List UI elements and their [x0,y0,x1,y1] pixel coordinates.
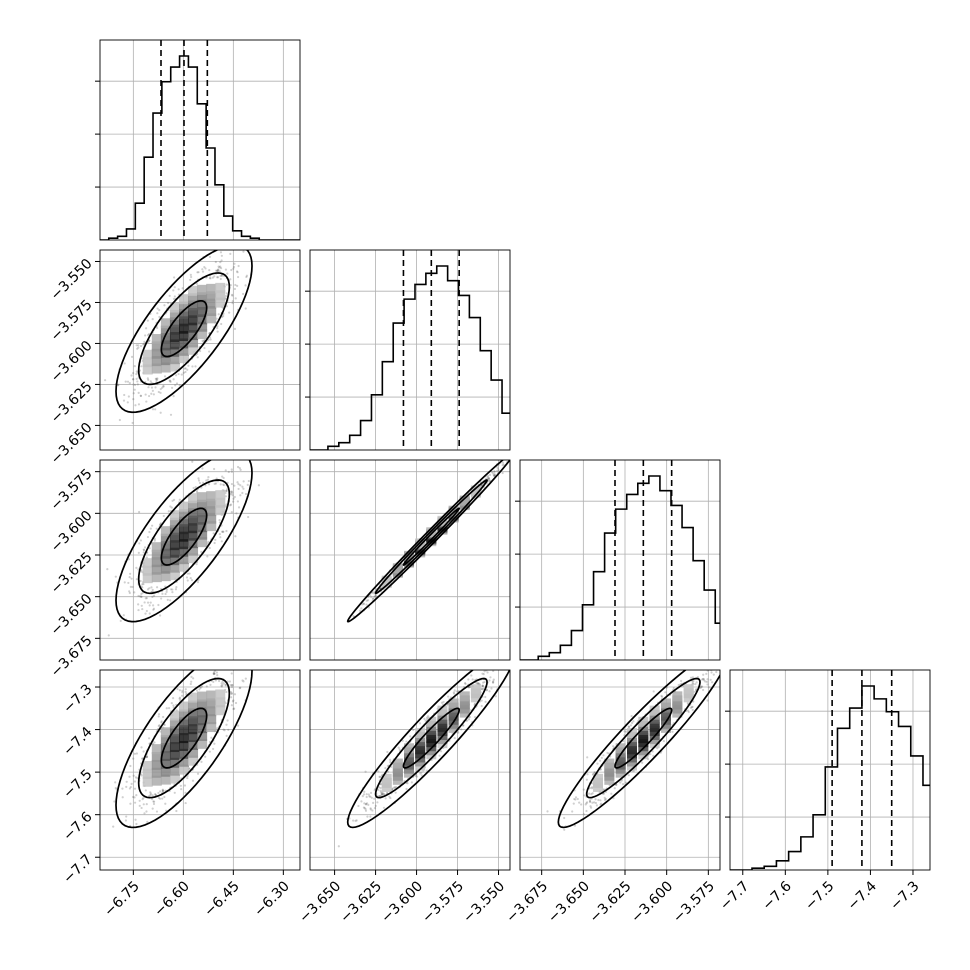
x-tick-label-2-0: −3.675 [503,878,551,926]
y-tick-label-1-0: −3.650 [48,420,96,468]
y-tick-label-2-1: −3.650 [48,591,96,639]
x-tick-label-3-0: −7.7 [717,878,752,913]
panel-1-3 [309,669,511,871]
density-blocks [142,490,226,584]
panel-frame [309,459,511,661]
diag-panel-1 [305,249,511,451]
diag-panel-0 [95,39,301,241]
y-tick-label-2-4: −3.575 [48,466,96,514]
contour-86% [137,272,231,386]
panel-2-3 [519,669,721,871]
contour-39% [115,460,253,623]
y-tick-label-2-3: −3.600 [48,508,96,556]
panel-frame [99,669,301,871]
density-blocks [593,684,694,792]
y-tick-label-2-0: −3.675 [48,633,96,681]
y-tick-label-1-3: −3.575 [48,297,96,345]
panel-frame [99,249,301,451]
panel-0-2 [99,459,301,661]
x-tick-label-3-1: −7.6 [760,878,795,913]
panel-0-1 [99,249,301,451]
x-tick-label-1-1: −3.625 [337,878,385,926]
x-tick-label-3-2: −7.5 [802,878,837,913]
contour-39% [115,670,253,829]
x-tick-label-0-3: −6.30 [251,878,293,920]
y-tick-label-3-4: −7.3 [60,681,95,716]
panel-0-3 [99,669,301,871]
panel-frame [99,39,301,241]
x-tick-label-2-4: −3.575 [670,878,718,926]
contour-99% [402,707,461,769]
contour-86% [374,479,488,595]
panel-frame [729,669,931,871]
y-tick-label-2-2: −3.625 [48,549,96,597]
x-tick-label-1-3: −3.575 [419,878,467,926]
contour-99% [402,507,461,566]
y-tick-label-3-1: −7.6 [60,809,95,844]
density-blocks [142,689,226,787]
contour-99% [614,707,673,769]
x-tick-label-1-2: −3.600 [378,878,426,926]
y-tick-label-1-1: −3.625 [48,379,96,427]
x-tick-label-0-2: −6.45 [201,878,243,920]
x-tick-label-2-3: −3.600 [628,878,676,926]
y-tick-label-3-3: −7.4 [60,724,95,759]
contour-39% [346,460,510,623]
x-tick-label-3-4: −7.3 [887,878,922,913]
y-tick-label-1-4: −3.550 [48,256,96,304]
x-tick-label-1-4: −3.550 [460,878,508,926]
y-tick-label-1-2: −3.600 [48,338,96,386]
contour-86% [137,479,231,595]
y-tick-label-3-0: −7.7 [60,852,95,887]
panel-frame [309,249,511,451]
contour-39% [115,250,253,414]
y-tick-label-3-2: −7.5 [60,766,95,801]
panel-frame [309,669,511,871]
histogram-line-2 [520,475,720,660]
contour-99% [160,507,208,566]
contour-99% [160,299,208,358]
x-tick-label-2-2: −3.625 [587,878,635,926]
contour-39% [557,670,720,829]
contour-86% [374,677,488,799]
density-blocks [142,282,226,375]
x-tick-label-2-1: −3.650 [545,878,593,926]
contour-86% [585,677,701,799]
x-tick-label-1-0: −3.650 [296,878,344,926]
contour-86% [137,677,231,799]
x-tick-label-0-1: −6.60 [151,878,193,920]
contour-99% [160,707,208,769]
panel-1-2 [309,459,511,661]
panel-frame [519,459,721,661]
x-tick-label-3-3: −7.4 [845,878,880,913]
diag-panel-2 [515,459,721,661]
panel-frame [99,459,301,661]
histogram-line-0 [100,55,300,240]
x-tick-label-0-0: −6.75 [101,878,143,920]
diag-panel-3 [725,669,931,871]
panel-frame [519,669,721,871]
contour-39% [346,670,510,829]
histogram-line-3 [730,685,930,870]
